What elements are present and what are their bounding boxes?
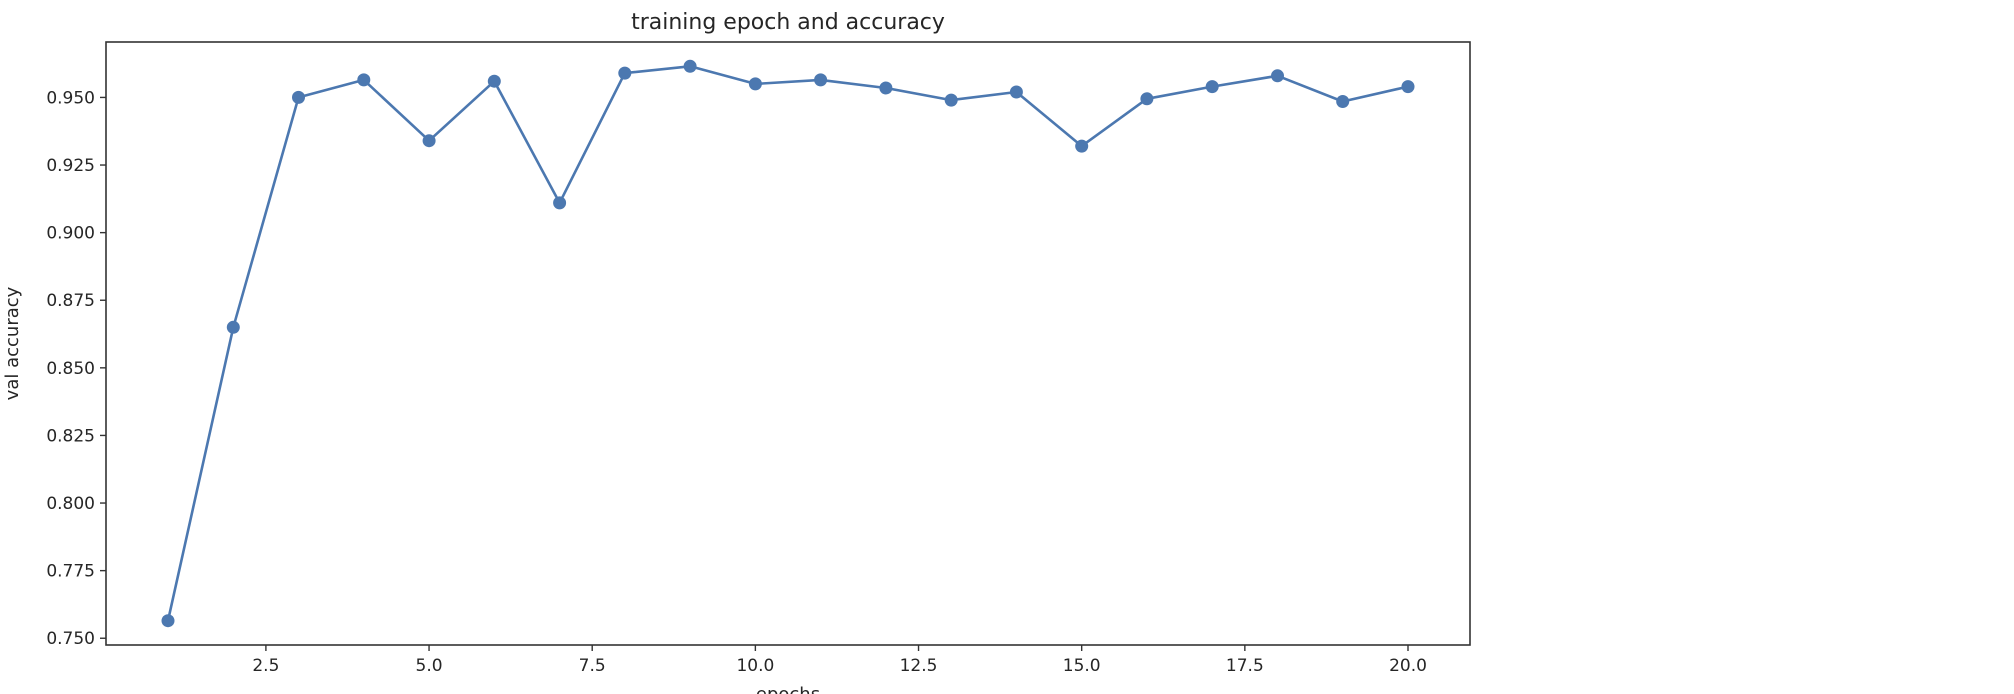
- data-point: [226, 320, 240, 334]
- data-point: [748, 77, 762, 91]
- data-point: [357, 73, 371, 87]
- data-point: [1271, 69, 1284, 83]
- x-tick-label: 5.0: [416, 656, 443, 676]
- x-axis-title: epochs: [756, 684, 820, 694]
- x-axis: 2.5 5.0 7.5 10.0 12.5 15.0 17.5 20.0: [252, 645, 1427, 676]
- data-point: [683, 59, 697, 73]
- series-points: [161, 59, 1415, 628]
- data-point: [553, 196, 567, 210]
- x-tick-label: 2.5: [252, 656, 279, 676]
- data-point: [814, 73, 828, 87]
- data-point: [1336, 95, 1350, 108]
- x-tick-label: 12.5: [900, 656, 938, 676]
- data-point: [1075, 139, 1089, 153]
- x-tick-label: 10.0: [736, 656, 774, 676]
- x-tick-label: 15.0: [1063, 656, 1101, 676]
- data-point: [487, 74, 501, 88]
- x-tick-label: 20.0: [1389, 656, 1427, 676]
- y-tick-label: 0.750: [46, 629, 95, 649]
- data-point: [422, 134, 436, 148]
- data-point: [944, 93, 958, 107]
- data-point: [161, 614, 175, 628]
- x-tick-label: 7.5: [579, 656, 606, 676]
- y-axis-title: val accuracy: [2, 286, 23, 400]
- data-point: [1401, 80, 1415, 94]
- data-point: [1009, 85, 1023, 99]
- chart-title: training epoch and accuracy: [631, 10, 945, 35]
- data-point: [1205, 80, 1219, 94]
- y-tick-label: 0.800: [46, 494, 95, 514]
- y-tick-label: 0.900: [46, 224, 95, 244]
- y-tick-label: 0.875: [46, 291, 95, 311]
- y-tick-label: 0.850: [46, 359, 95, 379]
- data-point: [292, 90, 305, 104]
- series-line: [166, 65, 1409, 621]
- y-tick-label: 0.825: [46, 426, 95, 446]
- data-point: [1140, 92, 1154, 106]
- data-point: [618, 66, 632, 80]
- y-tick-label: 0.925: [46, 156, 95, 176]
- y-axis: 0.750 0.775 0.800 0.825 0.850 0.875 0.900 0.925…: [46, 88, 106, 649]
- data-point: [879, 81, 893, 95]
- x-tick-label: 17.5: [1226, 656, 1264, 676]
- y-tick-label: 0.950: [46, 88, 95, 108]
- y-tick-label: 0.775: [46, 562, 95, 582]
- plot-frame: [105, 41, 1471, 646]
